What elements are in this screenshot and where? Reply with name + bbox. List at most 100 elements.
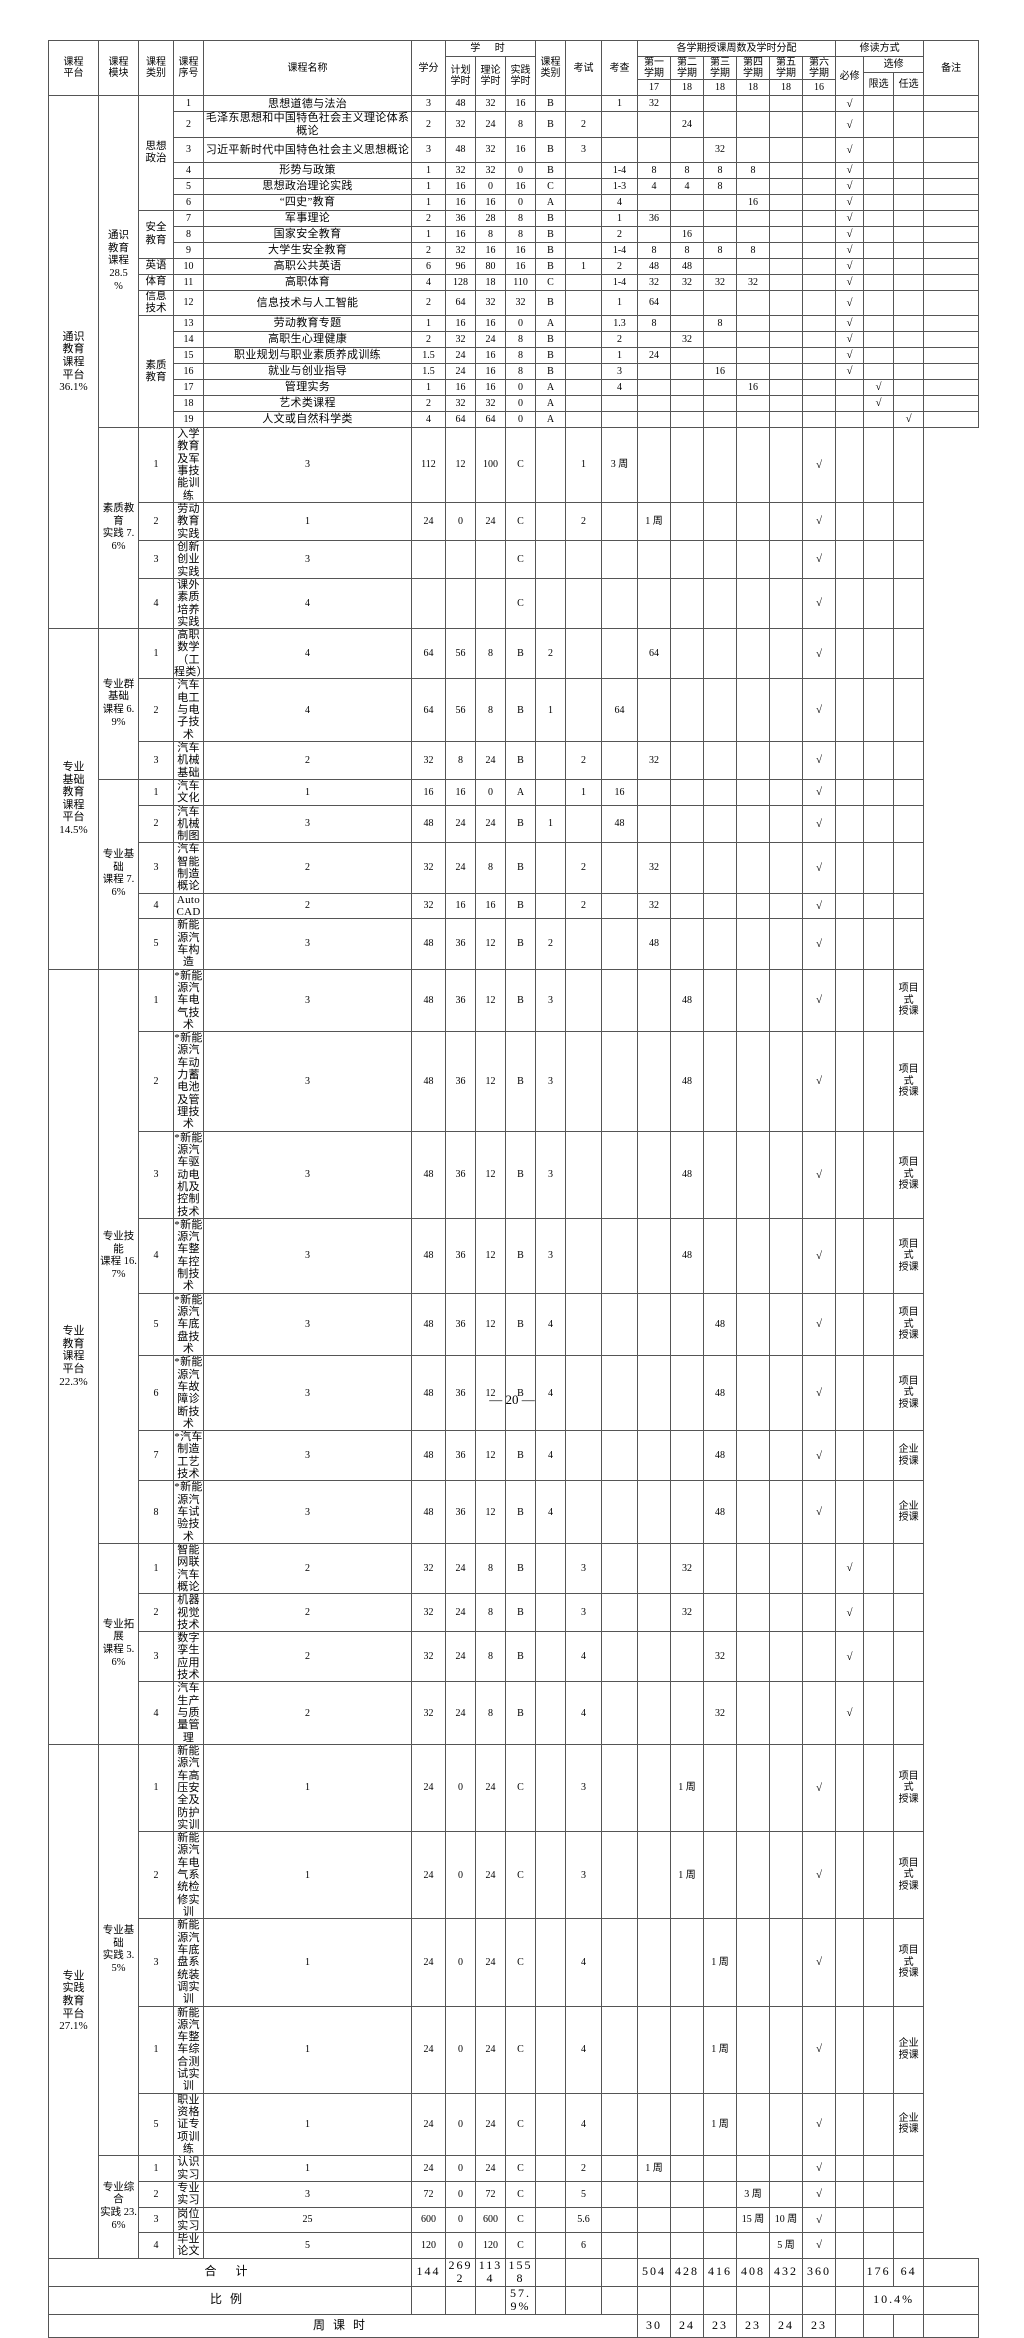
row-remark: 项目式 授课 bbox=[893, 1355, 925, 1432]
table-row: 专业 基础 教育 课程 平台 14.5% 专业群基础 课程 6.9% 1 高职数学（工… bbox=[48, 628, 979, 970]
row-term-2: 48 bbox=[637, 918, 672, 970]
row-term-6 bbox=[769, 2180, 804, 2208]
row-exam bbox=[535, 2155, 567, 2182]
row-term-6 bbox=[802, 379, 837, 397]
table-row: 5 新能源汽车构造 3 48 36 12 B 2 48 √ bbox=[49, 918, 979, 970]
row-remark bbox=[893, 842, 925, 894]
row-term-5 bbox=[736, 628, 771, 680]
table-row: 素质教育 实践 7.6% 1 入学教育及军事技能训练 3 112 12 100 C 1 3 周 √ bbox=[49, 427, 979, 630]
row-free bbox=[863, 1031, 895, 1132]
row-seq: 3 bbox=[138, 1130, 174, 1219]
row-remark bbox=[893, 678, 925, 742]
row-course-type: B bbox=[504, 740, 537, 780]
row-remark: 项目式 授课 bbox=[893, 1031, 925, 1132]
row-credit: 6 bbox=[411, 258, 446, 275]
row-free bbox=[893, 137, 925, 163]
weekly-label: 周课时 bbox=[47, 2313, 639, 2338]
row-plan-hours: 32 bbox=[445, 111, 476, 138]
th-credit: 学分 bbox=[411, 39, 446, 97]
row-seq: 1 bbox=[138, 628, 174, 680]
row-restricted: √ bbox=[863, 379, 895, 397]
row-term-1 bbox=[637, 111, 672, 138]
ratio-elective: 10.4% bbox=[863, 2285, 925, 2315]
row-seq: 1 bbox=[138, 2155, 174, 2182]
row-seq: 19 bbox=[173, 411, 204, 429]
row-practice-hours: 8 bbox=[504, 363, 537, 381]
row-plan-hours: 16 bbox=[445, 379, 476, 397]
row-plan-hours: 24 bbox=[445, 347, 476, 365]
ratio-practice: 57.9% bbox=[504, 2285, 537, 2315]
row-restricted bbox=[863, 226, 895, 243]
row-free bbox=[863, 577, 895, 630]
row-course-type: A bbox=[535, 395, 567, 413]
row-check: 3 bbox=[565, 1593, 603, 1633]
row-term-1 bbox=[601, 2155, 639, 2182]
table-row: 3 习近平新时代中国特色社会主义思想概论 3 48 32 16 B 3 32 √ bbox=[49, 137, 980, 163]
platform-major_basic: 专业 基础 教育 课程 平台 14.5% bbox=[48, 628, 99, 970]
row-practice-hours: 8 bbox=[475, 1631, 506, 1683]
row-term-5 bbox=[736, 2092, 771, 2157]
row-term-5: 15 周 bbox=[736, 2206, 771, 2234]
table-row: 5 职业资格证专项训练 1 24 0 24 C 4 1 周 √ 企业授课 bbox=[49, 2092, 979, 2157]
row-term-5 bbox=[769, 210, 804, 227]
row-exam: 4 bbox=[535, 1480, 567, 1544]
row-term-4 bbox=[703, 804, 738, 844]
total-exam bbox=[565, 2257, 603, 2287]
row-credit: 1 bbox=[203, 2155, 412, 2182]
row-term-2: 32 bbox=[670, 331, 705, 349]
table-row: 3 *新能源汽车驱动电机及控制技术 3 48 36 12 B 3 48 √ 项目式 授课 bbox=[49, 1130, 979, 1219]
row-course-type: B bbox=[535, 95, 567, 113]
th-study-mode: 修读方式 bbox=[835, 40, 925, 57]
row-course-type: C bbox=[504, 2206, 537, 2234]
row-term-4 bbox=[703, 1031, 738, 1132]
table-row: 5 *新能源汽车底盘技术 3 48 36 12 B 4 48 √ 项目式 授课 bbox=[49, 1292, 979, 1357]
row-term-1: 24 bbox=[637, 347, 672, 365]
row-free bbox=[893, 331, 925, 349]
th-restricted: 限选 bbox=[863, 71, 895, 97]
module-major_basic_practice: 专业基础 实践 3.5% bbox=[98, 1743, 139, 2157]
row-free bbox=[863, 502, 895, 541]
row-free bbox=[893, 258, 925, 275]
row-credit: 1 bbox=[203, 1831, 412, 1920]
row-credit: 1 bbox=[203, 778, 412, 806]
table-row: 3 汽车机械基础 2 32 8 24 B 2 32 √ bbox=[49, 740, 979, 780]
row-practice-hours: 8 bbox=[504, 210, 537, 227]
row-term-3 bbox=[670, 2232, 705, 2259]
row-term-4: 48 bbox=[703, 1292, 738, 1357]
row-term-1: 3 周 bbox=[601, 427, 639, 503]
row-course-name: 军事理论 bbox=[203, 210, 412, 227]
row-term-6 bbox=[802, 137, 837, 163]
row-check bbox=[565, 539, 603, 579]
row-theory-hours: 36 bbox=[445, 1292, 476, 1357]
row-term-1: 8 bbox=[637, 162, 672, 179]
row-term-5 bbox=[736, 968, 771, 1033]
row-required: √ bbox=[835, 363, 865, 381]
total-check bbox=[601, 2257, 639, 2287]
row-required: √ bbox=[802, 678, 837, 742]
row-term-6: 10 周 bbox=[769, 2206, 804, 2234]
row-restricted bbox=[863, 111, 895, 138]
row-restricted bbox=[863, 210, 895, 227]
module-general_edu: 通识 教育 课程 28.5 % bbox=[98, 95, 139, 429]
row-restricted bbox=[863, 331, 895, 349]
row-course-type: C bbox=[504, 2232, 537, 2259]
row-free bbox=[893, 95, 925, 113]
row-credit: 2 bbox=[411, 210, 446, 227]
row-required: √ bbox=[802, 577, 837, 630]
th-course-name: 课程名称 bbox=[203, 39, 412, 97]
row-term-6 bbox=[769, 577, 804, 630]
row-course-name: 职业规划与职业素质养成训练 bbox=[203, 347, 412, 365]
row-course-type: C bbox=[504, 1743, 537, 1833]
row-theory-hours: 16 bbox=[445, 892, 476, 920]
row-term-3 bbox=[703, 194, 738, 211]
row-required bbox=[802, 1681, 837, 1745]
row-credit: 4 bbox=[411, 274, 446, 291]
row-term-3 bbox=[670, 2005, 705, 2094]
row-credit: 3 bbox=[203, 1292, 412, 1357]
row-restricted bbox=[863, 194, 895, 211]
row-credit: 2 bbox=[203, 1681, 412, 1745]
row-remark: 企业授课 bbox=[893, 2092, 925, 2157]
row-term-5 bbox=[736, 918, 771, 970]
row-seq: 8 bbox=[138, 1480, 174, 1544]
row-remark bbox=[923, 111, 980, 138]
